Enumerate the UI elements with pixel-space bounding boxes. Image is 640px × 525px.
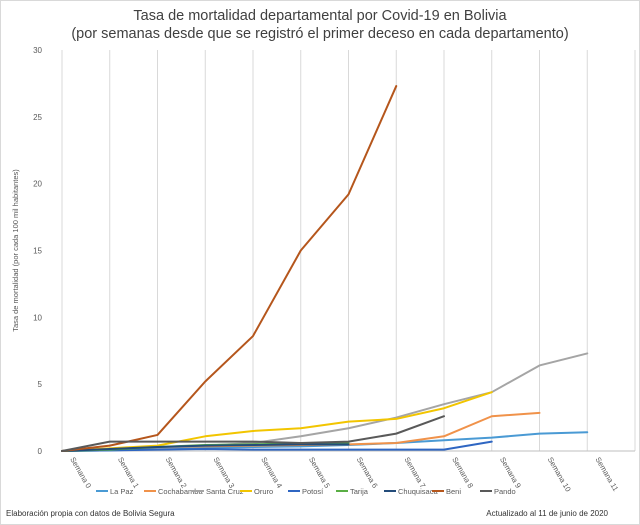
x-tick-label: Semana 1 (116, 456, 141, 490)
series-line (61, 440, 493, 452)
legend-label: Santa Cruz (206, 487, 244, 496)
legend-label: Oruro (254, 487, 273, 496)
y-tick-label: 30 (33, 46, 42, 55)
y-tick-label: 25 (33, 113, 42, 122)
legend-label: Cochabamba (158, 487, 203, 496)
y-axis-title: Tasa de mortalidad (por cada 100 mil hab… (11, 169, 20, 332)
series-line (61, 352, 589, 452)
chart-subtitle: (por semanas desde que se registró el pr… (71, 26, 569, 42)
y-tick-label: 10 (33, 313, 42, 322)
x-tick-label: Semana 5 (307, 456, 332, 490)
x-tick-label: Semana 3 (212, 456, 237, 490)
series-line (61, 85, 398, 452)
x-tick-label: Semana 10 (546, 456, 573, 494)
x-tick-label: Semana 8 (450, 456, 475, 490)
legend-label: Beni (446, 487, 461, 496)
legend-label: La Paz (110, 487, 134, 496)
legend-label: Potosí (302, 487, 324, 496)
x-tick-label: Semana 2 (164, 456, 189, 490)
x-tick-label: Semana 0 (68, 456, 93, 490)
chart-title: Tasa de mortalidad departamental por Cov… (133, 8, 507, 24)
legend-label: Pando (494, 487, 516, 496)
y-tick-label: 15 (33, 247, 42, 256)
series-line (61, 443, 350, 452)
x-tick-label: Semana 7 (403, 456, 428, 490)
x-tick-label: Semana 9 (498, 456, 523, 490)
y-tick-label: 0 (38, 447, 43, 456)
footer-updated: Actualizado al 11 de junio de 2020 (486, 509, 608, 518)
footer-source: Elaboración propia con datos de Bolivia … (6, 509, 175, 518)
legend-label: Tarija (350, 487, 369, 496)
series-line (61, 391, 493, 452)
series-line (61, 415, 445, 452)
y-tick-label: 20 (33, 180, 42, 189)
x-tick-label: Semana 11 (594, 456, 621, 493)
x-tick-label: Semana 4 (259, 456, 284, 490)
x-tick-label: Semana 6 (355, 456, 380, 490)
y-tick-label: 5 (38, 380, 43, 389)
legend-label: Chuquisaca (398, 487, 438, 496)
